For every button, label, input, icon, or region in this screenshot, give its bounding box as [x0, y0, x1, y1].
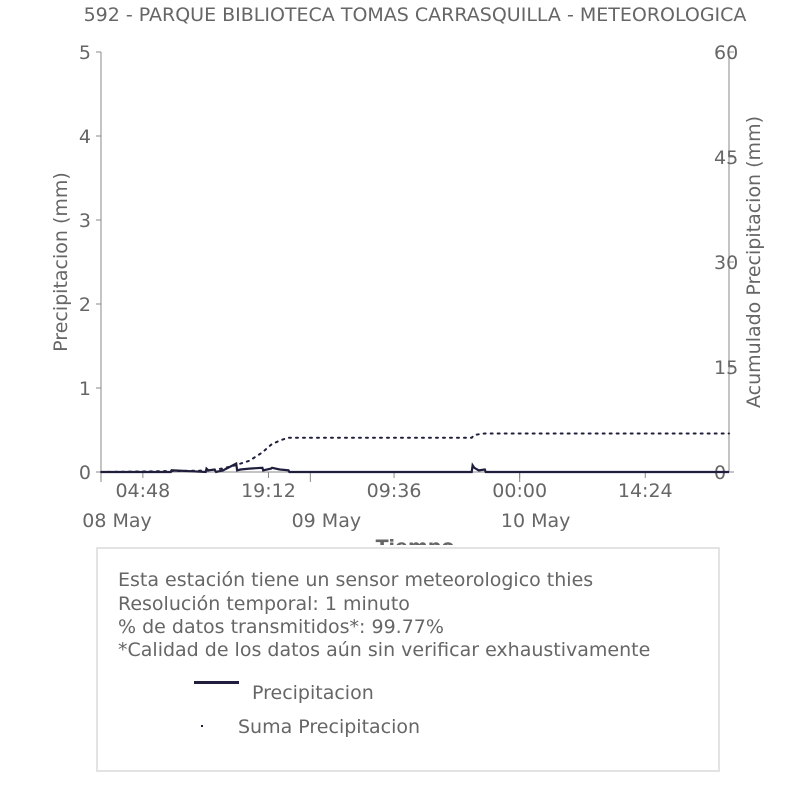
info-transmitted-text: % de datos transmitidos*: 99.77% — [118, 616, 444, 638]
info-quality-text: *Calidad de los datos aún sin verificar … — [118, 639, 651, 661]
y-tick-label: 4 — [79, 126, 91, 148]
x-tick-label-date: 08 May — [82, 510, 152, 532]
y2-tick-label: 45 — [714, 147, 738, 169]
plot-area — [100, 432, 730, 474]
y-tick-label: 2 — [79, 294, 91, 316]
y2-tick-label: 15 — [714, 357, 738, 379]
y-tick-label: 5 — [79, 42, 91, 64]
x-tick-label-time: 00:00 — [492, 480, 547, 502]
chart-title: 592 - PARQUE BIBLIOTECA TOMAS CARRASQUIL… — [84, 4, 747, 26]
y-tick-label: 0 — [79, 462, 91, 484]
y-tick-label: 1 — [79, 378, 91, 400]
legend-label-suma: Suma Precipitacion — [238, 716, 421, 738]
x-tick-label-date: 10 May — [501, 510, 571, 532]
x-tick-label-time: 09:36 — [367, 480, 422, 502]
series-line-suma-precipitacion — [100, 432, 730, 473]
y-tick-label: 3 — [79, 210, 91, 232]
y2-axis-label: Acumulado Precipitacion (mm) — [743, 116, 765, 408]
info-box: Esta estación tiene un sensor meteorolog… — [96, 547, 720, 772]
x-axis-label: Tiempo — [376, 536, 455, 545]
y2-tick-label: 60 — [714, 42, 738, 64]
legend-label-precipitacion: Precipitacion — [252, 682, 374, 704]
y2-tick-label: 30 — [714, 252, 738, 274]
x-tick-label-time: 04:48 — [115, 480, 170, 502]
y-axis-label: Precipitacion (mm) — [50, 172, 72, 352]
info-sensor-text: Esta estación tiene un sensor meteorolog… — [118, 569, 594, 591]
series-line-precipitacion — [101, 461, 729, 474]
chart: 592 - PARQUE BIBLIOTECA TOMAS CARRASQUIL… — [50, 4, 765, 545]
info-resolution-text: Resolución temporal: 1 minuto — [118, 593, 410, 615]
x-tick-label-time: 14:24 — [618, 480, 673, 502]
x-tick-label-date: 09 May — [292, 510, 362, 532]
legend-item-suma — [201, 725, 203, 727]
x-tick-label-time: 19:12 — [241, 480, 296, 502]
legend-item-precipitacion — [194, 681, 239, 684]
